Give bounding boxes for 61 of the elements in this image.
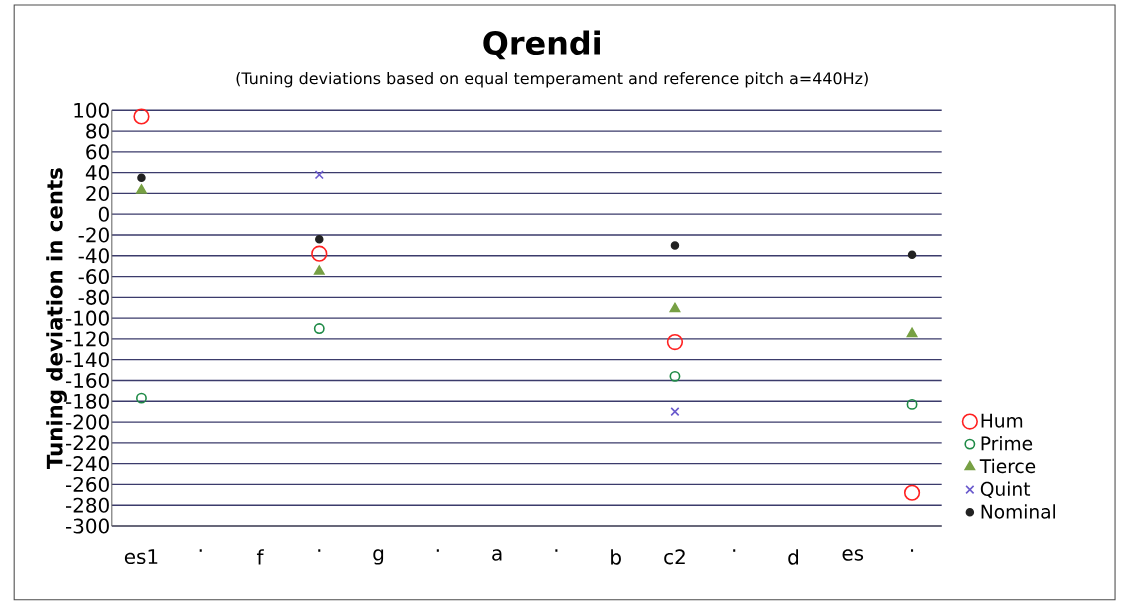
x-tick-label: . — [555, 549, 558, 552]
point — [666, 334, 684, 351]
legend-label: Nominal — [981, 504, 1055, 519]
point — [136, 392, 147, 404]
y-tick-label: 20 — [86, 186, 109, 202]
y-tick-label: -140 — [65, 352, 109, 368]
x-tick-label: g — [373, 549, 384, 565]
x-tick-label: . — [199, 549, 202, 552]
y-tick-label: -180 — [65, 393, 109, 409]
point — [313, 323, 325, 335]
y-tick-label: -200 — [65, 414, 109, 430]
x-tick-label: . — [318, 549, 321, 552]
point — [311, 245, 328, 262]
y-tick-label: -40 — [78, 248, 109, 264]
chart-subtitle: (Tuning deviations based on equal temperament and reference pitch a=440Hz) — [236, 72, 868, 88]
y-tick-label: -120 — [65, 331, 109, 347]
x-tick-label: f — [256, 549, 264, 565]
y-tick-label: 60 — [86, 144, 109, 160]
y-tick-label: -260 — [65, 477, 109, 493]
x-tick-label: c2 — [664, 549, 685, 565]
point — [133, 108, 150, 125]
point — [669, 302, 681, 313]
x-tick-label: es1 — [124, 549, 158, 565]
legend-label: Tierce — [979, 458, 1036, 474]
point — [314, 170, 324, 180]
legend-label: Quint — [980, 481, 1031, 499]
y-tick-label: -160 — [65, 373, 109, 389]
point — [906, 327, 918, 338]
point — [907, 250, 917, 260]
point — [313, 265, 325, 275]
legend-label: Prime — [981, 436, 1033, 451]
point — [137, 173, 146, 183]
point — [315, 235, 324, 244]
point — [903, 484, 921, 501]
y-tick-label: 40 — [85, 165, 109, 181]
y-tick-label: -240 — [65, 456, 109, 472]
x-tick-label: . — [733, 549, 736, 552]
x-tick-label: . — [911, 549, 914, 552]
y-tick-label: -220 — [65, 435, 109, 451]
x-tick-label: d — [788, 549, 799, 565]
point — [669, 371, 681, 382]
chart-title: Qrendi — [483, 30, 600, 60]
legend-label: Hum — [981, 413, 1023, 428]
y-tick-label: -80 — [78, 289, 109, 306]
y-tick-label: -300 — [65, 518, 109, 534]
point — [136, 184, 147, 194]
y-tick-label: 0 — [98, 206, 109, 222]
x-tick-label: es — [842, 549, 864, 561]
y-tick-label: -20 — [78, 227, 109, 243]
point — [670, 407, 680, 417]
y-tick-label: -100 — [65, 310, 109, 326]
y-tick-label: 80 — [86, 123, 109, 139]
y-tick-label: 100 — [74, 102, 109, 118]
x-tick-label: . — [436, 549, 439, 552]
x-tick-label: a — [492, 549, 502, 561]
point — [906, 399, 918, 410]
point — [670, 241, 680, 250]
y-tick-label: -60 — [78, 269, 109, 285]
x-tick-label: b — [611, 549, 621, 565]
y-tick-label: -280 — [65, 497, 109, 513]
y-axis-title: Tuning deviation in cents — [46, 168, 67, 470]
